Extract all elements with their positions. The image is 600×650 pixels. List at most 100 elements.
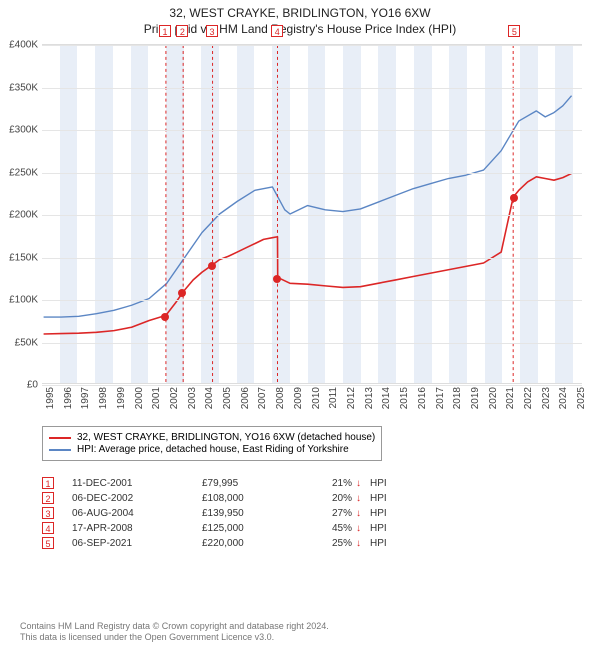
table-row: 111-DEC-2001£79,99521%↓HPI xyxy=(42,477,580,489)
table-marker: 3 xyxy=(42,507,54,519)
x-axis-label: 2024 xyxy=(558,387,569,409)
down-arrow-icon: ↓ xyxy=(356,478,370,489)
x-axis-label: 2000 xyxy=(134,387,145,409)
x-axis-label: 2008 xyxy=(275,387,286,409)
txn-price: £125,000 xyxy=(202,523,302,534)
x-axis-label: 2007 xyxy=(257,387,268,409)
down-arrow-icon: ↓ xyxy=(356,493,370,504)
gridline xyxy=(42,88,582,89)
gridline xyxy=(42,45,582,46)
down-arrow-icon: ↓ xyxy=(356,508,370,519)
x-axis-label: 1996 xyxy=(63,387,74,409)
chart-area: £0£50K£100K£150K£200K£250K£300K£350K£400… xyxy=(42,44,582,384)
x-axis-label: 2014 xyxy=(381,387,392,409)
y-axis-label: £250K xyxy=(9,167,38,178)
gridline xyxy=(42,343,582,344)
down-arrow-icon: ↓ xyxy=(356,538,370,549)
down-arrow-icon: ↓ xyxy=(356,523,370,534)
gridline xyxy=(42,258,582,259)
txn-date: 17-APR-2008 xyxy=(72,523,202,534)
x-axis-label: 2001 xyxy=(151,387,162,409)
legend-box: 32, WEST CRAYKE, BRIDLINGTON, YO16 6XW (… xyxy=(42,426,382,461)
y-axis-label: £150K xyxy=(9,252,38,263)
legend-label-blue: HPI: Average price, detached house, East… xyxy=(77,444,349,455)
x-axis-label: 2023 xyxy=(541,387,552,409)
chart-marker-3: 3 xyxy=(206,25,218,37)
table-row: 2 06-DEC-2002£108,00020%↓HPI xyxy=(42,492,580,504)
txn-date: 06-DEC-2002 xyxy=(72,493,202,504)
y-axis-label: £350K xyxy=(9,82,38,93)
x-axis-label: 2025 xyxy=(576,387,587,409)
txn-price: £79,995 xyxy=(202,478,302,489)
y-axis-label: £50K xyxy=(15,337,38,348)
txn-pct: 21% xyxy=(302,478,356,489)
y-axis-label: £200K xyxy=(9,210,38,221)
chart-svg xyxy=(42,45,582,383)
x-axis-label: 2022 xyxy=(523,387,534,409)
title-line1: 32, WEST CRAYKE, BRIDLINGTON, YO16 6XW xyxy=(0,6,600,20)
txn-price: £108,000 xyxy=(202,493,302,504)
legend-swatch-red xyxy=(49,437,71,439)
table-marker: 2 xyxy=(42,492,54,504)
table-row: 4 17-APR-2008£125,00045%↓HPI xyxy=(42,522,580,534)
txn-hpi-label: HPI xyxy=(370,493,387,504)
chart-marker-dot xyxy=(273,275,281,283)
txn-price: £220,000 xyxy=(202,538,302,549)
legend-row-blue: HPI: Average price, detached house, East… xyxy=(49,444,375,455)
gridline xyxy=(42,385,582,386)
legend-swatch-blue xyxy=(49,449,71,451)
chart-marker-5: 5 xyxy=(508,25,520,37)
chart-marker-1: 1 xyxy=(159,25,171,37)
x-axis-label: 2012 xyxy=(346,387,357,409)
txn-hpi-label: HPI xyxy=(370,538,387,549)
chart-marker-dot xyxy=(510,194,518,202)
y-axis-label: £100K xyxy=(9,295,38,306)
x-axis-label: 2004 xyxy=(204,387,215,409)
x-axis-label: 2019 xyxy=(470,387,481,409)
gridline xyxy=(42,215,582,216)
x-axis-label: 1999 xyxy=(116,387,127,409)
x-axis-label: 2002 xyxy=(169,387,180,409)
txn-hpi-label: HPI xyxy=(370,523,387,534)
footer: Contains HM Land Registry data © Crown c… xyxy=(20,621,580,644)
txn-hpi-label: HPI xyxy=(370,478,387,489)
x-axis-label: 2005 xyxy=(222,387,233,409)
table-marker: 1 xyxy=(42,477,54,489)
txn-pct: 45% xyxy=(302,523,356,534)
table-row: 3 06-AUG-2004£139,95027%↓HPI xyxy=(42,507,580,519)
table-row: 506-SEP-2021£220,00025%↓HPI xyxy=(42,537,580,549)
chart-marker-2: 2 xyxy=(176,25,188,37)
txn-pct: 27% xyxy=(302,508,356,519)
chart-marker-dot xyxy=(161,313,169,321)
x-axis-label: 2015 xyxy=(399,387,410,409)
x-axis-label: 2016 xyxy=(417,387,428,409)
x-axis-label: 1995 xyxy=(45,387,56,409)
txn-pct: 20% xyxy=(302,493,356,504)
legend-row-red: 32, WEST CRAYKE, BRIDLINGTON, YO16 6XW (… xyxy=(49,432,375,443)
chart-marker-dot xyxy=(178,289,186,297)
x-axis-label: 2003 xyxy=(187,387,198,409)
table-marker: 4 xyxy=(42,522,54,534)
footer-line1: Contains HM Land Registry data © Crown c… xyxy=(20,621,580,633)
txn-date: 06-AUG-2004 xyxy=(72,508,202,519)
txn-hpi-label: HPI xyxy=(370,508,387,519)
txn-price: £139,950 xyxy=(202,508,302,519)
y-axis-label: £300K xyxy=(9,125,38,136)
gridline xyxy=(42,300,582,301)
legend-label-red: 32, WEST CRAYKE, BRIDLINGTON, YO16 6XW (… xyxy=(77,432,375,443)
x-axis-label: 2013 xyxy=(364,387,375,409)
gridline xyxy=(42,173,582,174)
x-axis-label: 2009 xyxy=(293,387,304,409)
x-axis-label: 2021 xyxy=(505,387,516,409)
x-axis-label: 2006 xyxy=(240,387,251,409)
transaction-table: 111-DEC-2001£79,99521%↓HPI206-DEC-2002£1… xyxy=(42,474,580,552)
x-axis-label: 2020 xyxy=(488,387,499,409)
txn-date: 06-SEP-2021 xyxy=(72,538,202,549)
x-axis-label: 1998 xyxy=(98,387,109,409)
x-axis-label: 2010 xyxy=(311,387,322,409)
txn-pct: 25% xyxy=(302,538,356,549)
x-axis-label: 2011 xyxy=(328,387,339,409)
chart-marker-4: 4 xyxy=(271,25,283,37)
chart-marker-dot xyxy=(208,262,216,270)
page-container: 32, WEST CRAYKE, BRIDLINGTON, YO16 6XW P… xyxy=(0,0,600,650)
